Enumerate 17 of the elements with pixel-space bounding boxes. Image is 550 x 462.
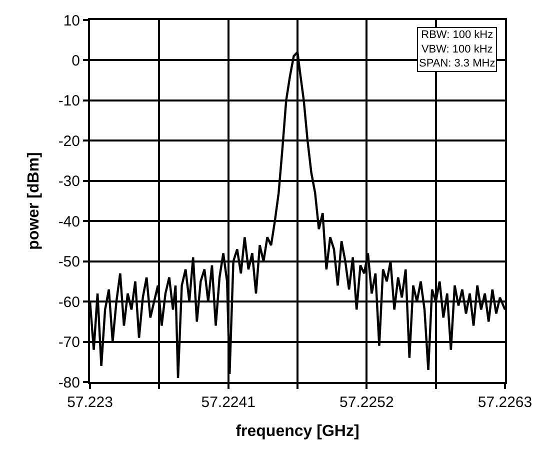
- y-tick-label: 0: [72, 52, 80, 70]
- y-tick-label: -60: [58, 294, 80, 311]
- y-tick-label: 10: [63, 12, 80, 30]
- y-tick-label: -10: [58, 92, 80, 110]
- x-tick-label: 57.223: [67, 394, 113, 411]
- annotation: RBW: 100 kHz VBW: 100 kHz SPAN: 3.3 MHz: [419, 29, 496, 70]
- y-tick-label: -80: [58, 374, 80, 392]
- y-tick-label: -30: [58, 173, 80, 190]
- y-tick-label: -20: [58, 132, 80, 150]
- y-tick-label: -40: [58, 213, 80, 230]
- x-axis-title: frequency [GHz]: [236, 423, 360, 440]
- x-tick-label: 57.2241: [201, 394, 256, 411]
- y-tick-label: -50: [58, 254, 80, 271]
- x-tick-label: 57.2252: [340, 394, 394, 411]
- y-axis-title: power [dBm]: [26, 152, 43, 250]
- y-tick-label: -70: [58, 334, 80, 352]
- x-tick-label: 57.2263: [478, 394, 532, 411]
